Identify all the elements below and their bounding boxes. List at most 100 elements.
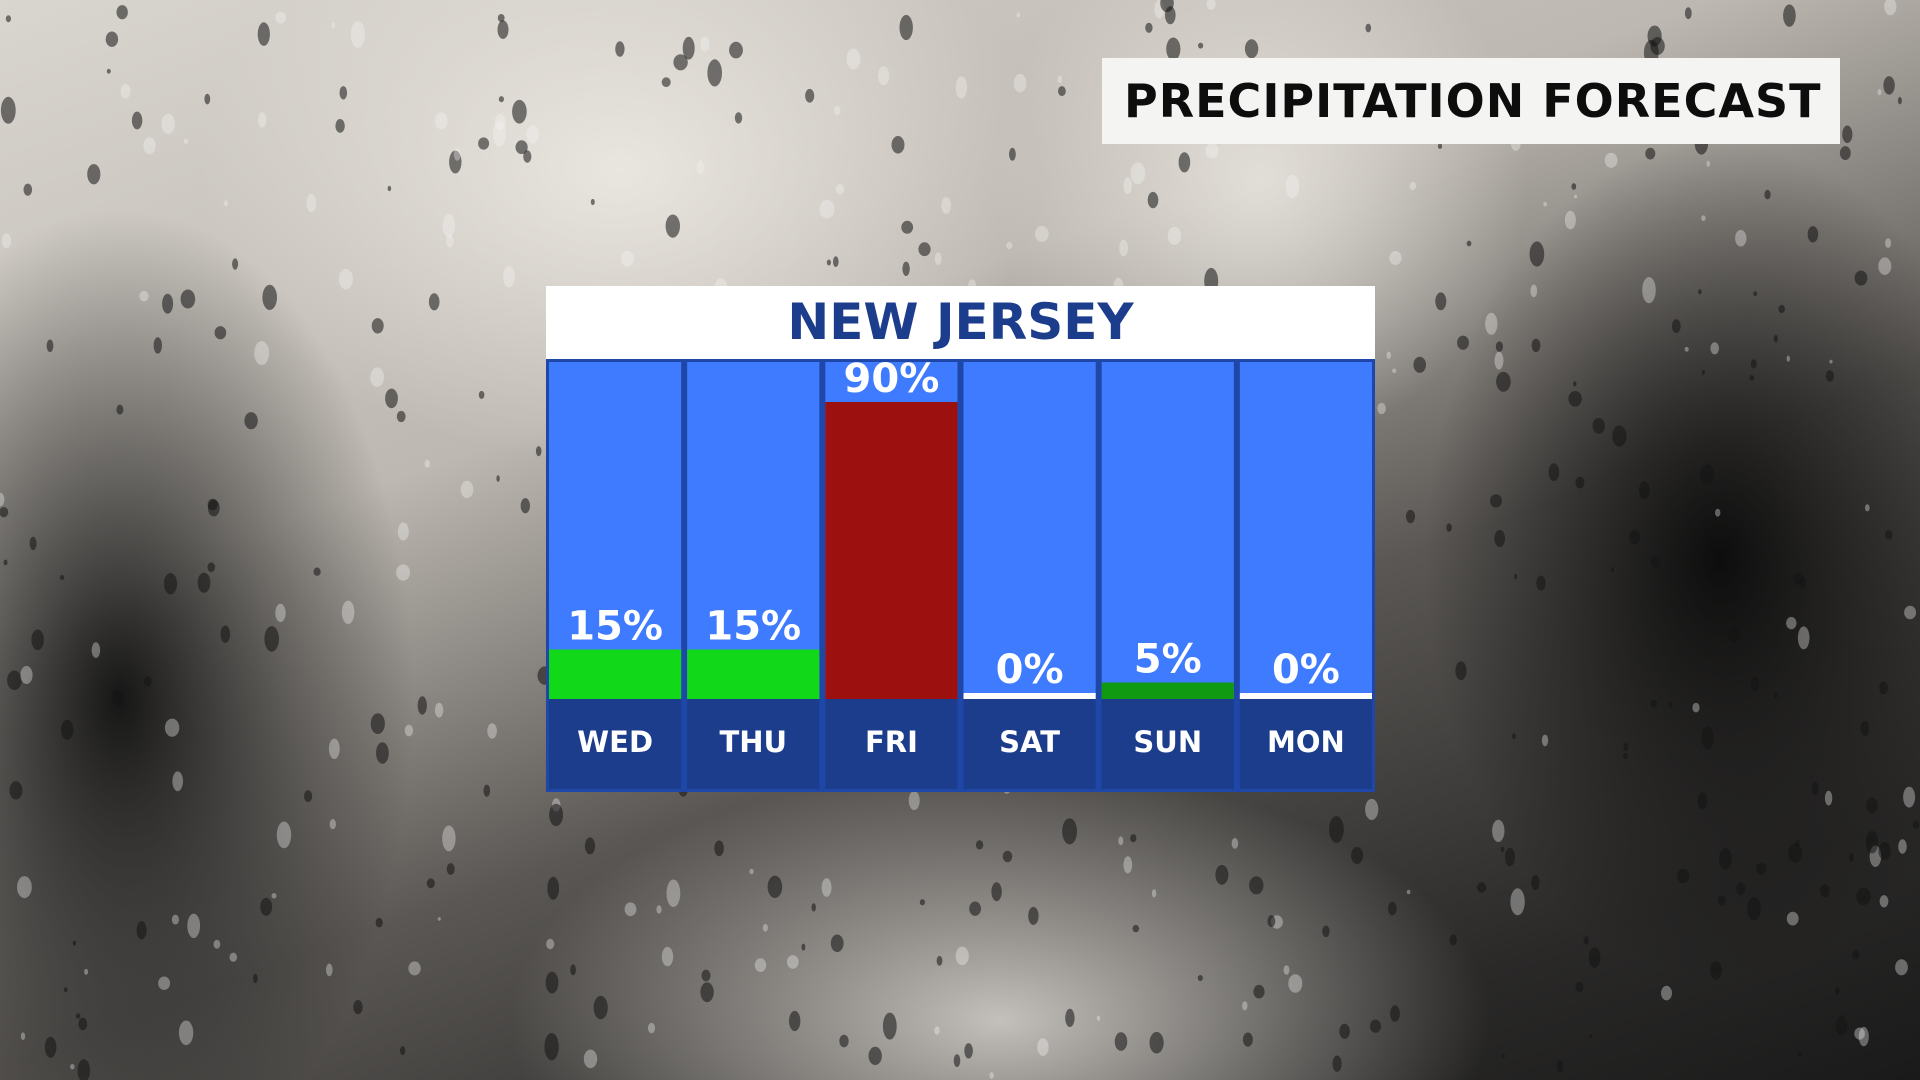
rain-drop <box>1677 868 1690 884</box>
rain-drop <box>1879 681 1888 695</box>
rain-drop <box>1058 86 1066 97</box>
rain-drop <box>1592 418 1605 434</box>
rain-drop <box>590 198 595 206</box>
rain-drop <box>908 791 920 810</box>
rain-drop <box>29 536 37 551</box>
rain-drop <box>1096 1015 1101 1021</box>
rain-drop <box>593 995 608 1020</box>
rain-drop <box>1650 37 1665 55</box>
rain-drop <box>1449 934 1457 946</box>
rain-drop <box>955 76 968 99</box>
rain-drop <box>1446 523 1452 532</box>
rain-drop <box>1322 925 1330 937</box>
rain-drop <box>77 1059 91 1080</box>
rain-drop <box>734 112 743 124</box>
rain-drop <box>87 164 101 185</box>
rain-drop <box>666 879 681 908</box>
rain-drop <box>1501 1053 1505 1059</box>
rain-drop <box>1406 889 1411 895</box>
rain-drop <box>786 955 799 969</box>
rain-drop <box>78 1017 88 1031</box>
precip-value-label: 0% <box>1272 647 1340 693</box>
rain-drop <box>1215 864 1229 885</box>
rain-drop <box>341 600 355 624</box>
rain-drop <box>1167 226 1182 245</box>
column-background <box>963 362 1096 699</box>
rain-drop <box>1645 147 1656 160</box>
rain-drop <box>615 41 625 57</box>
rain-drop <box>339 86 348 100</box>
rain-drop <box>1244 39 1259 59</box>
rain-drop <box>767 875 783 898</box>
day-band <box>549 699 682 789</box>
rain-drop <box>661 77 671 88</box>
rain-drop <box>989 1072 994 1079</box>
rain-drop <box>1510 888 1525 916</box>
rain-drop <box>515 140 528 155</box>
rain-drop <box>1062 818 1077 845</box>
rain-drop <box>1866 797 1878 814</box>
rain-drop <box>1388 901 1397 916</box>
rain-drop <box>331 22 336 29</box>
rain-drop <box>387 185 392 192</box>
rain-drop <box>1866 830 1879 854</box>
rain-drop <box>375 917 383 928</box>
precip-value-label: 15% <box>567 604 663 650</box>
rain-drop <box>1466 240 1472 247</box>
rain-drop <box>1013 73 1027 93</box>
rain-drop <box>754 958 767 972</box>
rain-drop <box>1589 1034 1593 1039</box>
rain-drop <box>1494 529 1505 548</box>
rain-drop <box>749 868 754 875</box>
rain-drop <box>1839 146 1851 161</box>
rain-drop <box>400 1046 406 1056</box>
rain-drop <box>385 388 398 409</box>
rain-drop <box>1548 463 1560 481</box>
rain-drop <box>7 670 22 691</box>
rain-drop <box>1860 720 1870 736</box>
rain-drop <box>1878 842 1891 860</box>
rain-drop <box>338 268 353 290</box>
rain-drop <box>496 475 500 482</box>
rain-drop <box>497 14 505 22</box>
rain-drop <box>1253 984 1265 999</box>
rain-drop <box>404 724 414 737</box>
rain-drop <box>1824 790 1833 806</box>
rain-drop <box>1500 846 1505 853</box>
rain-drop <box>1807 226 1819 243</box>
rain-drop <box>223 200 229 207</box>
rain-drop <box>1130 834 1137 843</box>
rain-drop <box>1267 915 1276 928</box>
rain-drop <box>878 66 890 86</box>
rain-drop <box>276 821 292 849</box>
rain-drop <box>435 112 448 130</box>
rain-drop <box>1178 152 1191 173</box>
region-label: NEW JERSEY <box>787 293 1134 351</box>
rain-drop <box>172 771 183 792</box>
rain-drop <box>647 1022 656 1034</box>
precip-value-label: 15% <box>705 604 801 650</box>
rain-drop <box>328 738 340 759</box>
day-column: 5% SUN <box>1101 362 1234 789</box>
rain-drop <box>446 863 455 875</box>
rain-drop <box>492 121 506 147</box>
precip-bar <box>549 649 682 699</box>
rain-drop <box>544 1033 559 1061</box>
rain-drop <box>20 666 33 684</box>
precip-bar <box>1101 682 1234 699</box>
column-background <box>1101 362 1234 699</box>
rain-drop <box>1629 529 1641 545</box>
rain-drop <box>1692 702 1700 713</box>
rain-drop <box>682 36 695 60</box>
rain-drop <box>72 940 77 946</box>
day-band <box>963 699 1096 789</box>
rain-drop <box>1898 839 1907 854</box>
rain-drop <box>275 11 287 24</box>
rain-drop <box>1747 896 1761 921</box>
rain-drop <box>1495 341 1503 352</box>
chart-frame <box>546 359 1375 792</box>
rain-drop <box>264 626 280 652</box>
rain-drop <box>512 99 527 124</box>
rain-drop <box>1285 174 1300 199</box>
rain-drop <box>1145 22 1153 33</box>
